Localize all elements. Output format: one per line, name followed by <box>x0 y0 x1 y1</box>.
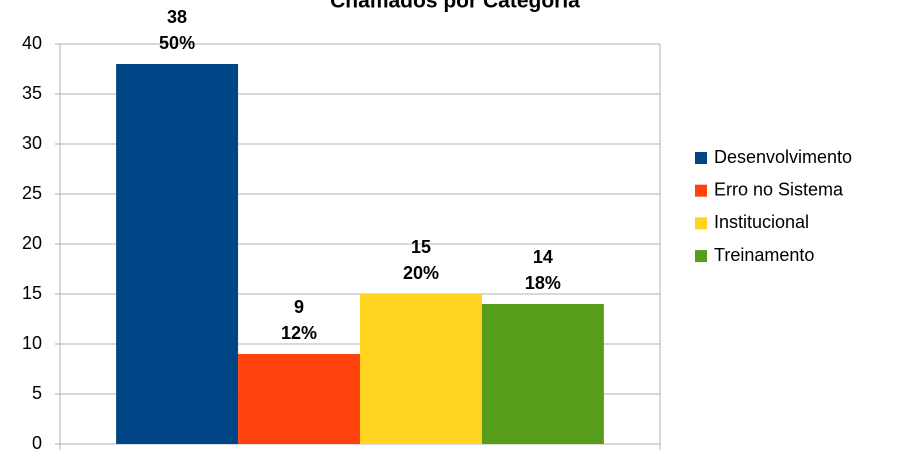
y-tick-label: 30 <box>22 133 42 153</box>
percent-label: 20% <box>403 263 439 283</box>
legend-swatch <box>695 217 707 230</box>
chart-title: Chamados por Categoria <box>330 0 580 13</box>
y-tick-label: 35 <box>22 83 42 103</box>
y-tick-label: 5 <box>32 383 42 403</box>
y-tick-label: 0 <box>32 433 42 450</box>
legend-label: Desenvolvimento <box>714 147 852 167</box>
y-tick-label: 25 <box>22 183 42 203</box>
data-label: 15 <box>411 237 431 257</box>
legend-label: Treinamento <box>714 245 814 265</box>
data-label: 9 <box>294 297 304 317</box>
y-tick-label: 15 <box>22 283 42 303</box>
bar <box>360 294 482 444</box>
data-label: 14 <box>533 247 553 267</box>
bar <box>238 354 360 444</box>
y-tick-label: 20 <box>22 233 42 253</box>
bar <box>481 304 604 444</box>
y-tick-label: 10 <box>22 333 42 353</box>
legend-swatch <box>695 250 707 263</box>
legend-swatch <box>695 184 707 197</box>
percent-label: 12% <box>281 323 317 343</box>
legend-swatch <box>695 152 707 164</box>
bar <box>116 64 239 444</box>
legend-label: Institucional <box>714 212 809 232</box>
y-tick-label: 40 <box>22 33 42 53</box>
percent-label: 50% <box>159 33 195 53</box>
legend-label: Erro no Sistema <box>714 179 844 199</box>
percent-label: 18% <box>525 273 561 293</box>
data-label: 38 <box>167 7 187 27</box>
